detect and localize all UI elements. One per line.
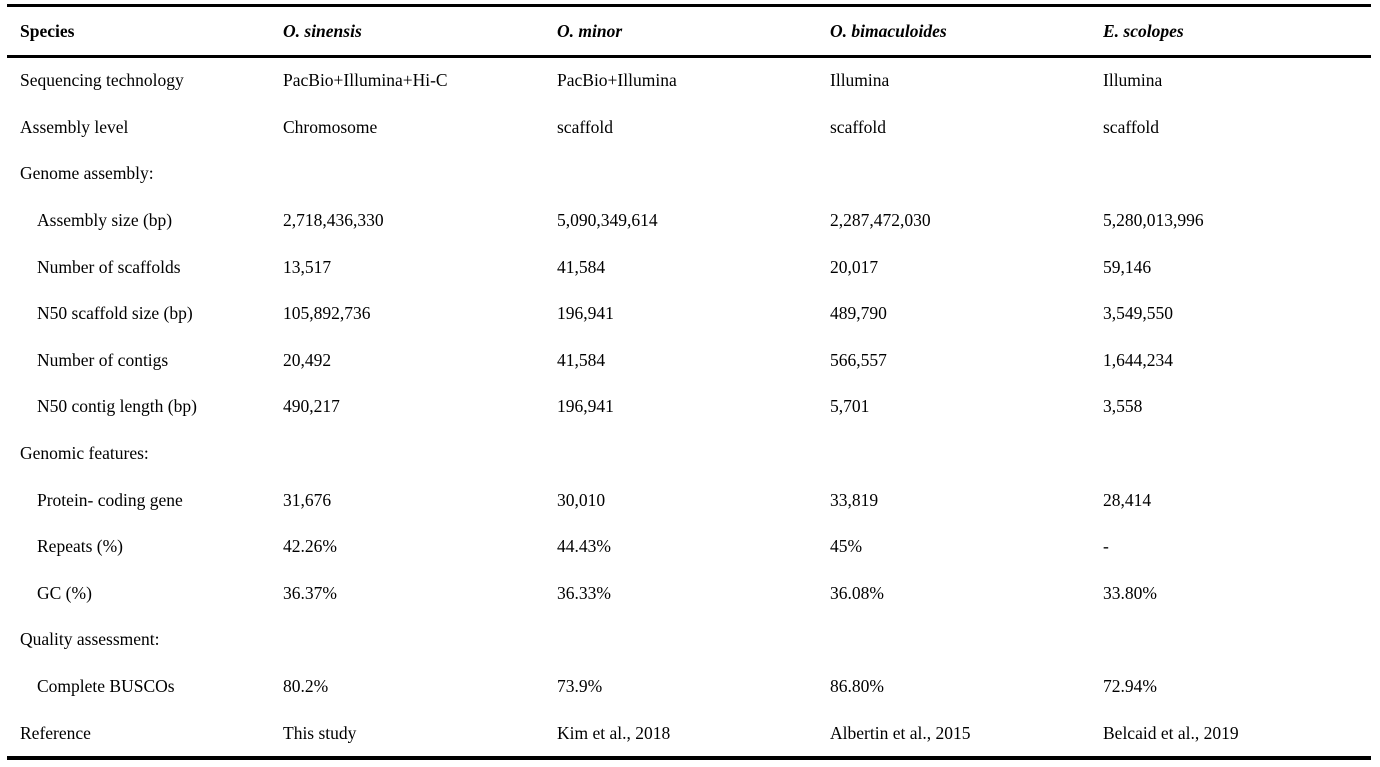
row-label: Sequencing technology: [20, 70, 184, 91]
table-row: N50 contig length (bp) 490,217 196,941 5,70…: [0, 384, 1380, 431]
row-value: 31,676: [283, 489, 332, 510]
row-value: 20,017: [830, 256, 879, 277]
row-value: 5,701: [830, 396, 870, 417]
table-header-rule: [7, 55, 1371, 58]
row-label: Number of contigs: [37, 349, 169, 370]
table-row: Sequencing technology PacBio+Illumina+Hi-…: [0, 58, 1380, 105]
row-value: 28,414: [1103, 489, 1152, 510]
row-value: 105,892,736: [283, 303, 371, 324]
row-label: Genome assembly:: [20, 163, 154, 184]
row-value: 2,287,472,030: [830, 210, 931, 231]
row-label: GC (%): [37, 582, 92, 603]
row-value: Illumina: [1103, 70, 1163, 91]
row-value: 196,941: [557, 303, 614, 324]
row-value: 72.94%: [1103, 676, 1157, 697]
row-value: 36.37%: [283, 582, 337, 603]
row-value: 59,146: [1103, 256, 1152, 277]
row-value: 20,492: [283, 349, 332, 370]
row-value: Belcaid et al., 2019: [1103, 722, 1239, 743]
row-value: 33,819: [830, 489, 879, 510]
row-value: 2,718,436,330: [283, 210, 384, 231]
row-label: Reference: [20, 722, 91, 743]
row-value: 566,557: [830, 349, 887, 370]
row-label: Number of scaffolds: [37, 256, 181, 277]
table-row: Protein- coding gene 31,676 30,010 33,819 28…: [0, 477, 1380, 524]
row-value: 41,584: [557, 256, 606, 277]
row-label: Repeats (%): [37, 536, 124, 557]
table-row: Reference This study Kim et al., 2018 Alber…: [0, 710, 1380, 757]
row-value: 3,549,550: [1103, 303, 1173, 324]
row-value: 3,558: [1103, 396, 1143, 417]
row-value: Chromosome: [283, 116, 378, 137]
row-value: 5,090,349,614: [557, 210, 658, 231]
row-label: Assembly level: [20, 116, 129, 137]
row-value: 36.08%: [830, 582, 884, 603]
header-species-o-bimaculoides: O. bimaculoides: [830, 20, 947, 41]
row-label: Protein- coding gene: [37, 489, 183, 510]
row-value: PacBio+Illumina: [557, 70, 677, 91]
row-value: This study: [283, 722, 357, 743]
row-value: 490,217: [283, 396, 340, 417]
row-value: 33.80%: [1103, 582, 1157, 603]
header-species-o-minor: O. minor: [557, 20, 623, 41]
row-value: 44.43%: [557, 536, 611, 557]
row-value: Albertin et al., 2015: [830, 722, 971, 743]
row-value: 41,584: [557, 349, 606, 370]
table-row: Quality assessment:: [0, 617, 1380, 664]
row-value: PacBio+Illumina+Hi-C: [283, 70, 448, 91]
table-row: Number of scaffolds 13,517 41,584 20,017 59,…: [0, 244, 1380, 291]
row-value: scaffold: [830, 116, 887, 137]
row-value: Illumina: [830, 70, 890, 91]
row-label: Assembly size (bp): [37, 210, 173, 231]
table-row: Assembly size (bp) 2,718,436,330 5,090,349…: [0, 197, 1380, 244]
row-value: Kim et al., 2018: [557, 722, 671, 743]
row-value: 489,790: [830, 303, 887, 324]
row-label: N50 scaffold size (bp): [37, 303, 193, 324]
header-species-e-scolopes: E. scolopes: [1103, 20, 1184, 41]
row-label: N50 contig length (bp): [37, 396, 197, 417]
table-row: Complete BUSCOs 80.2% 73.9% 86.80% 72.94%: [0, 663, 1380, 710]
table-row: Genomic features:: [0, 430, 1380, 477]
table-row: Repeats (%) 42.26% 44.43% 45% -: [0, 523, 1380, 570]
row-label: Complete BUSCOs: [37, 676, 175, 697]
table-row: N50 scaffold size (bp) 105,892,736 196,941…: [0, 290, 1380, 337]
table-top-rule: [7, 4, 1371, 7]
table-bottom-rule: [7, 756, 1371, 761]
table-row: Number of contigs 20,492 41,584 566,557 1,64…: [0, 337, 1380, 384]
row-value: 42.26%: [283, 536, 337, 557]
row-value: 30,010: [557, 489, 606, 510]
row-value: scaffold: [557, 116, 614, 137]
row-value: 45%: [830, 536, 863, 557]
row-label: Quality assessment:: [20, 629, 160, 650]
row-value: 80.2%: [283, 676, 329, 697]
row-value: 73.9%: [557, 676, 603, 697]
row-label: Genomic features:: [20, 443, 149, 464]
table-row: Genome assembly:: [0, 151, 1380, 198]
row-value: -: [1103, 536, 1109, 557]
header-species-o-sinensis: O. sinensis: [283, 20, 362, 41]
row-value: 196,941: [557, 396, 614, 417]
header-species-label: Species: [20, 20, 75, 41]
table-header-row: Species O. sinensis O. minor O. bimaculo…: [0, 7, 1380, 55]
row-value: 36.33%: [557, 582, 611, 603]
table-row: GC (%) 36.37% 36.33% 36.08% 33.80%: [0, 570, 1380, 617]
row-value: 13,517: [283, 256, 332, 277]
row-value: 1,644,234: [1103, 349, 1173, 370]
table-row: Assembly level Chromosome scaffold scaffold…: [0, 104, 1380, 151]
table-body: Sequencing technology PacBio+Illumina+Hi-…: [0, 58, 1380, 757]
row-value: 5,280,013,996: [1103, 210, 1204, 231]
row-value: scaffold: [1103, 116, 1160, 137]
row-value: 86.80%: [830, 676, 884, 697]
